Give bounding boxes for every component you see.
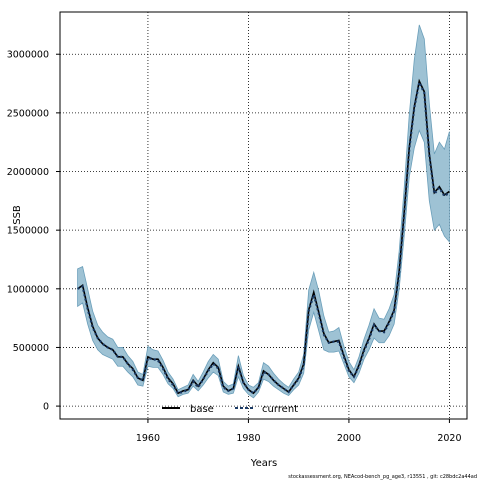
x-tick-label: 2020 xyxy=(437,433,461,444)
x-tick-label: 2000 xyxy=(337,433,361,444)
uncertainty-band xyxy=(77,24,450,399)
plot-frame xyxy=(59,11,468,420)
y-tick-label: 2000000 xyxy=(7,167,49,178)
x-axis: 1960 1980 2000 2020 xyxy=(136,419,462,444)
y-axis-label: SSB xyxy=(12,205,23,225)
series-line-base xyxy=(77,78,450,395)
y-tick-label: 1000000 xyxy=(7,284,49,295)
y-tick-label: 500000 xyxy=(13,343,49,354)
y-tick-label: 0 xyxy=(43,402,49,413)
y-axis: 0 500000 1000000 1500000 2000000 2500000 30000… xyxy=(7,50,60,413)
series-line-current xyxy=(77,78,451,395)
footnote: stockassessment.org, NEAcod-bench_pg_age… xyxy=(288,474,477,480)
y-tick-label: 1500000 xyxy=(7,226,49,237)
legend-base-label: base xyxy=(190,404,214,415)
y-tick-label: 2500000 xyxy=(7,108,49,119)
x-axis-label: Years xyxy=(250,458,277,469)
series-lines xyxy=(77,78,451,395)
x-tick-label: 1980 xyxy=(236,433,260,444)
legend: base current xyxy=(162,404,298,415)
x-tick-label: 1960 xyxy=(136,433,160,444)
legend-current-label: current xyxy=(262,404,298,415)
y-tick-label: 3000000 xyxy=(7,50,49,61)
